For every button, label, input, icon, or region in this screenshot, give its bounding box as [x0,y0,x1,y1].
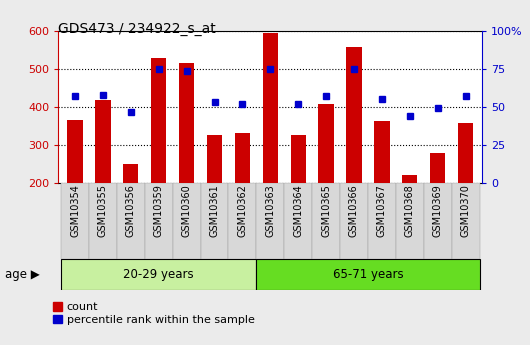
Text: GSM10364: GSM10364 [293,184,303,237]
Text: GSM10365: GSM10365 [321,184,331,237]
Bar [430,153,445,183]
FancyBboxPatch shape [257,183,284,259]
FancyBboxPatch shape [117,183,145,259]
FancyBboxPatch shape [228,183,257,259]
FancyBboxPatch shape [61,259,257,290]
FancyBboxPatch shape [145,183,173,259]
Text: GSM10359: GSM10359 [154,184,164,237]
Text: 20-29 years: 20-29 years [123,268,194,281]
Text: 65-71 years: 65-71 years [333,268,403,281]
FancyBboxPatch shape [340,183,368,259]
Text: GDS473 / 234922_s_at: GDS473 / 234922_s_at [58,22,216,37]
Bar [235,133,250,183]
FancyBboxPatch shape [200,183,228,259]
Bar [458,123,473,183]
FancyBboxPatch shape [312,183,340,259]
Text: GSM10355: GSM10355 [98,184,108,237]
FancyBboxPatch shape [284,183,312,259]
Text: GSM10360: GSM10360 [182,184,192,237]
Text: age ▶: age ▶ [5,268,40,281]
Bar [402,175,418,183]
FancyBboxPatch shape [257,259,480,290]
Text: GSM10354: GSM10354 [70,184,80,237]
Bar [346,47,361,183]
Bar [207,136,222,183]
Text: GSM10361: GSM10361 [209,184,219,237]
Text: GSM10366: GSM10366 [349,184,359,237]
FancyBboxPatch shape [423,183,452,259]
Text: GSM10363: GSM10363 [266,184,275,237]
Bar [374,121,390,183]
FancyBboxPatch shape [61,183,89,259]
Bar [263,33,278,183]
FancyBboxPatch shape [396,183,423,259]
Bar [290,136,306,183]
Text: GSM10370: GSM10370 [461,184,471,237]
Text: GSM10369: GSM10369 [432,184,443,237]
FancyBboxPatch shape [89,183,117,259]
Text: GSM10367: GSM10367 [377,184,387,237]
Text: GSM10362: GSM10362 [237,184,248,237]
Bar [179,63,195,183]
Bar [123,164,138,183]
FancyBboxPatch shape [173,183,200,259]
Legend: count, percentile rank within the sample: count, percentile rank within the sample [53,302,254,325]
Text: GSM10356: GSM10356 [126,184,136,237]
Bar [95,100,111,183]
FancyBboxPatch shape [368,183,396,259]
Bar [319,104,334,183]
Bar [151,58,166,183]
Bar [67,120,83,183]
FancyBboxPatch shape [452,183,480,259]
Text: GSM10368: GSM10368 [405,184,415,237]
